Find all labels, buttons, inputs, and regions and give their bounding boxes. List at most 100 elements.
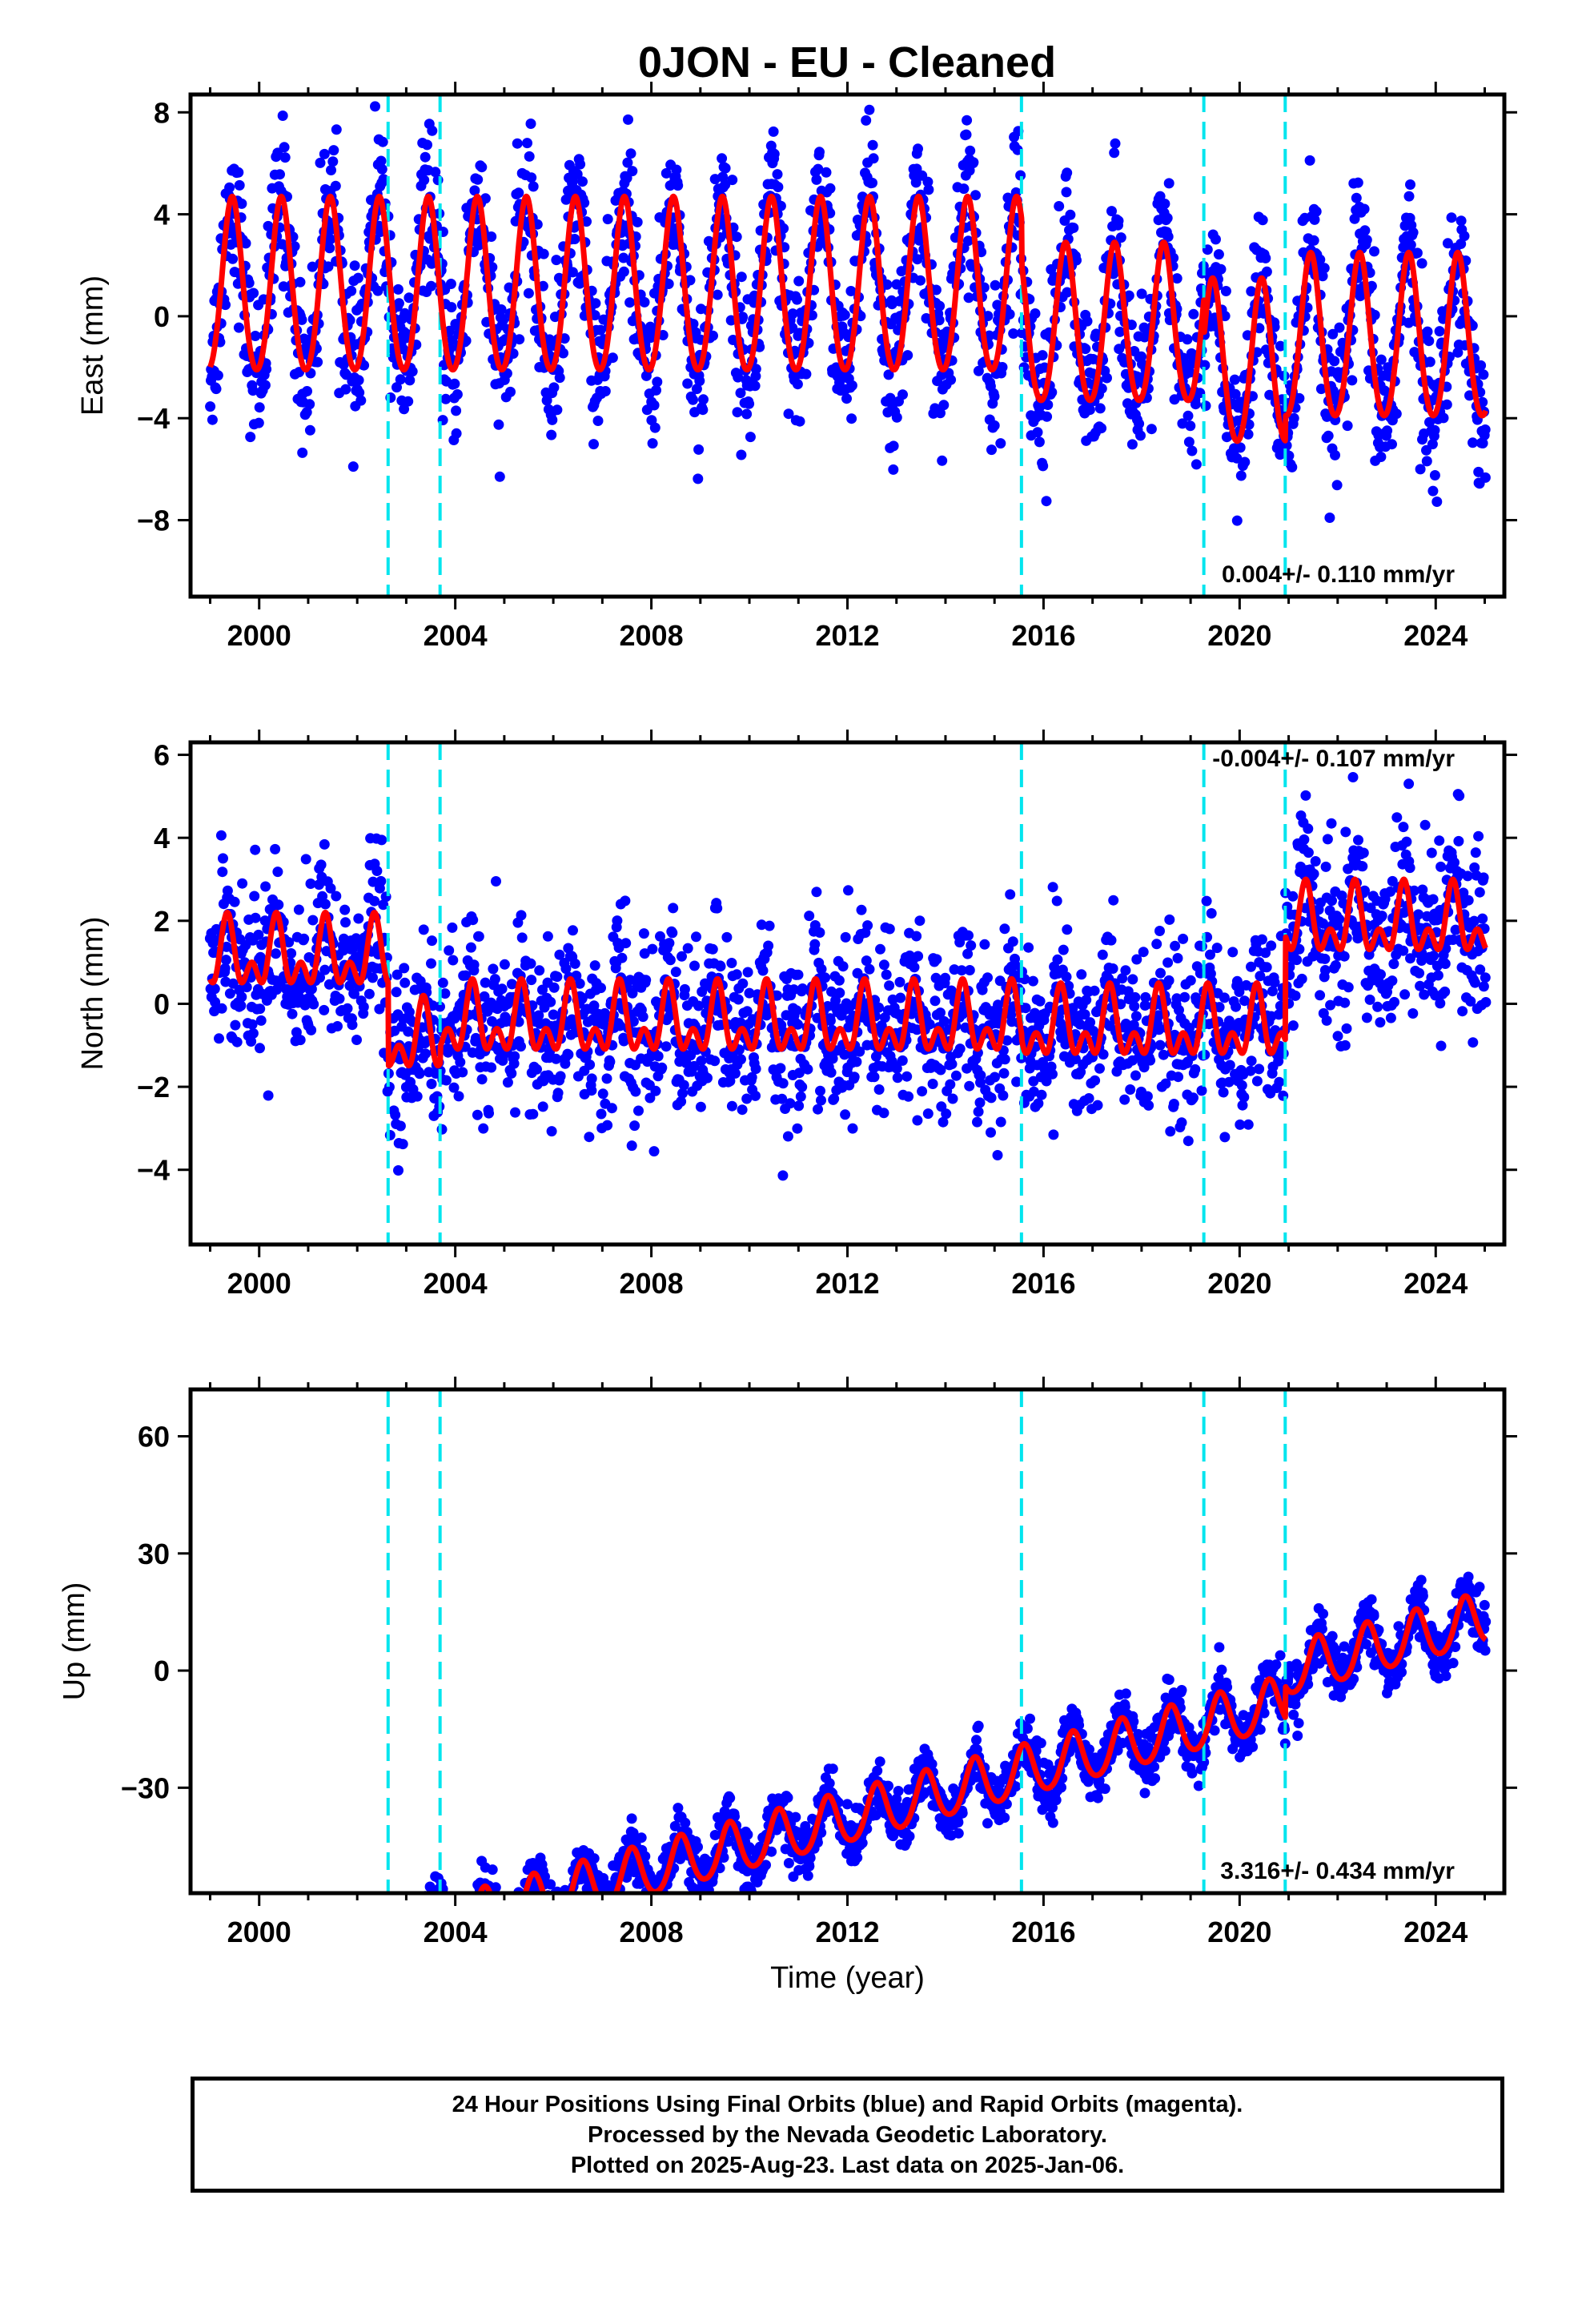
data-point — [272, 1954, 283, 1964]
data-point — [384, 1130, 396, 1140]
data-point — [897, 389, 908, 400]
x-tick-label: 2024 — [1403, 1267, 1468, 1300]
data-point — [307, 1984, 318, 1994]
data-point — [320, 1945, 331, 1956]
data-point — [300, 1984, 311, 1995]
data-point — [340, 384, 351, 395]
data-point — [924, 1019, 935, 1030]
data-point — [1351, 192, 1362, 203]
data-point — [473, 931, 484, 942]
data-point — [773, 182, 784, 192]
data-point — [254, 402, 265, 413]
data-point — [1352, 177, 1363, 188]
data-point — [1452, 347, 1464, 358]
data-point — [217, 1999, 227, 2009]
data-point — [1439, 986, 1451, 997]
data-point — [435, 1001, 445, 1012]
data-point — [404, 292, 415, 304]
data-point — [440, 393, 452, 404]
data-point — [293, 1940, 303, 1951]
data-point — [1231, 975, 1243, 987]
data-point — [212, 2000, 223, 2011]
data-point — [1372, 1001, 1383, 1012]
data-point — [1407, 1008, 1419, 1019]
data-point — [602, 214, 613, 225]
data-point — [1051, 895, 1062, 907]
data-point — [1304, 155, 1315, 166]
data-point — [291, 1929, 301, 1940]
data-point — [1339, 997, 1351, 1008]
data-point — [1303, 847, 1314, 858]
data-point — [741, 408, 753, 420]
data-point — [1424, 356, 1435, 368]
data-point — [205, 1994, 215, 2004]
data-point — [226, 1950, 236, 1960]
data-point — [247, 1019, 258, 1030]
data-point — [300, 854, 311, 865]
data-point — [745, 432, 756, 443]
data-point — [1435, 998, 1446, 1009]
data-point — [777, 1078, 789, 1089]
data-point — [216, 2026, 227, 2037]
data-point — [586, 1085, 597, 1096]
data-point — [216, 1003, 227, 1014]
x-tick-label: 2012 — [815, 1267, 879, 1300]
data-point — [597, 1088, 608, 1100]
data-point — [1423, 336, 1435, 347]
data-point — [736, 449, 747, 460]
north-axis-label: North (mm) — [76, 916, 110, 1070]
data-point — [797, 1081, 808, 1092]
data-point — [867, 139, 878, 151]
data-point — [323, 979, 335, 990]
data-point — [1211, 234, 1221, 245]
data-point — [973, 365, 984, 376]
data-point — [210, 996, 221, 1007]
data-point — [1391, 408, 1402, 420]
data-point — [354, 387, 365, 398]
data-point — [1387, 439, 1397, 450]
data-point — [664, 938, 675, 949]
data-point — [255, 1981, 266, 1992]
data-point — [1163, 178, 1174, 189]
data-point — [427, 125, 438, 136]
data-point — [1375, 452, 1387, 462]
data-point — [1315, 254, 1326, 265]
data-point — [391, 969, 403, 980]
data-point — [222, 885, 233, 896]
data-point — [319, 899, 331, 910]
data-point — [1290, 990, 1301, 1001]
data-point — [1320, 861, 1331, 872]
data-point — [600, 386, 611, 396]
data-point — [867, 177, 877, 188]
data-point — [291, 1027, 302, 1038]
data-point — [1062, 287, 1073, 298]
data-point — [772, 169, 783, 180]
data-point — [962, 235, 974, 247]
data-point — [694, 376, 705, 387]
data-point — [775, 200, 786, 211]
data-point — [247, 385, 259, 396]
data-point — [1038, 460, 1049, 472]
data-point — [243, 277, 255, 288]
data-point — [352, 272, 363, 283]
data-point — [698, 394, 709, 405]
data-point — [1438, 412, 1449, 424]
data-point — [575, 159, 586, 170]
data-point — [989, 391, 1000, 402]
data-point — [225, 1961, 235, 1972]
data-point — [1154, 191, 1166, 202]
data-point — [626, 1140, 637, 1152]
data-point — [720, 163, 731, 174]
data-point — [1319, 953, 1331, 964]
data-point — [1162, 957, 1174, 968]
data-point — [895, 992, 906, 1003]
data-point — [279, 152, 291, 163]
data-point — [1218, 1087, 1229, 1098]
data-point — [992, 300, 1003, 311]
data-point — [999, 1054, 1010, 1065]
data-point — [633, 1105, 644, 1116]
data-point — [1474, 887, 1485, 898]
x-tick-label: 2020 — [1207, 1267, 1271, 1300]
data-point — [375, 875, 387, 887]
data-point — [1327, 895, 1337, 907]
